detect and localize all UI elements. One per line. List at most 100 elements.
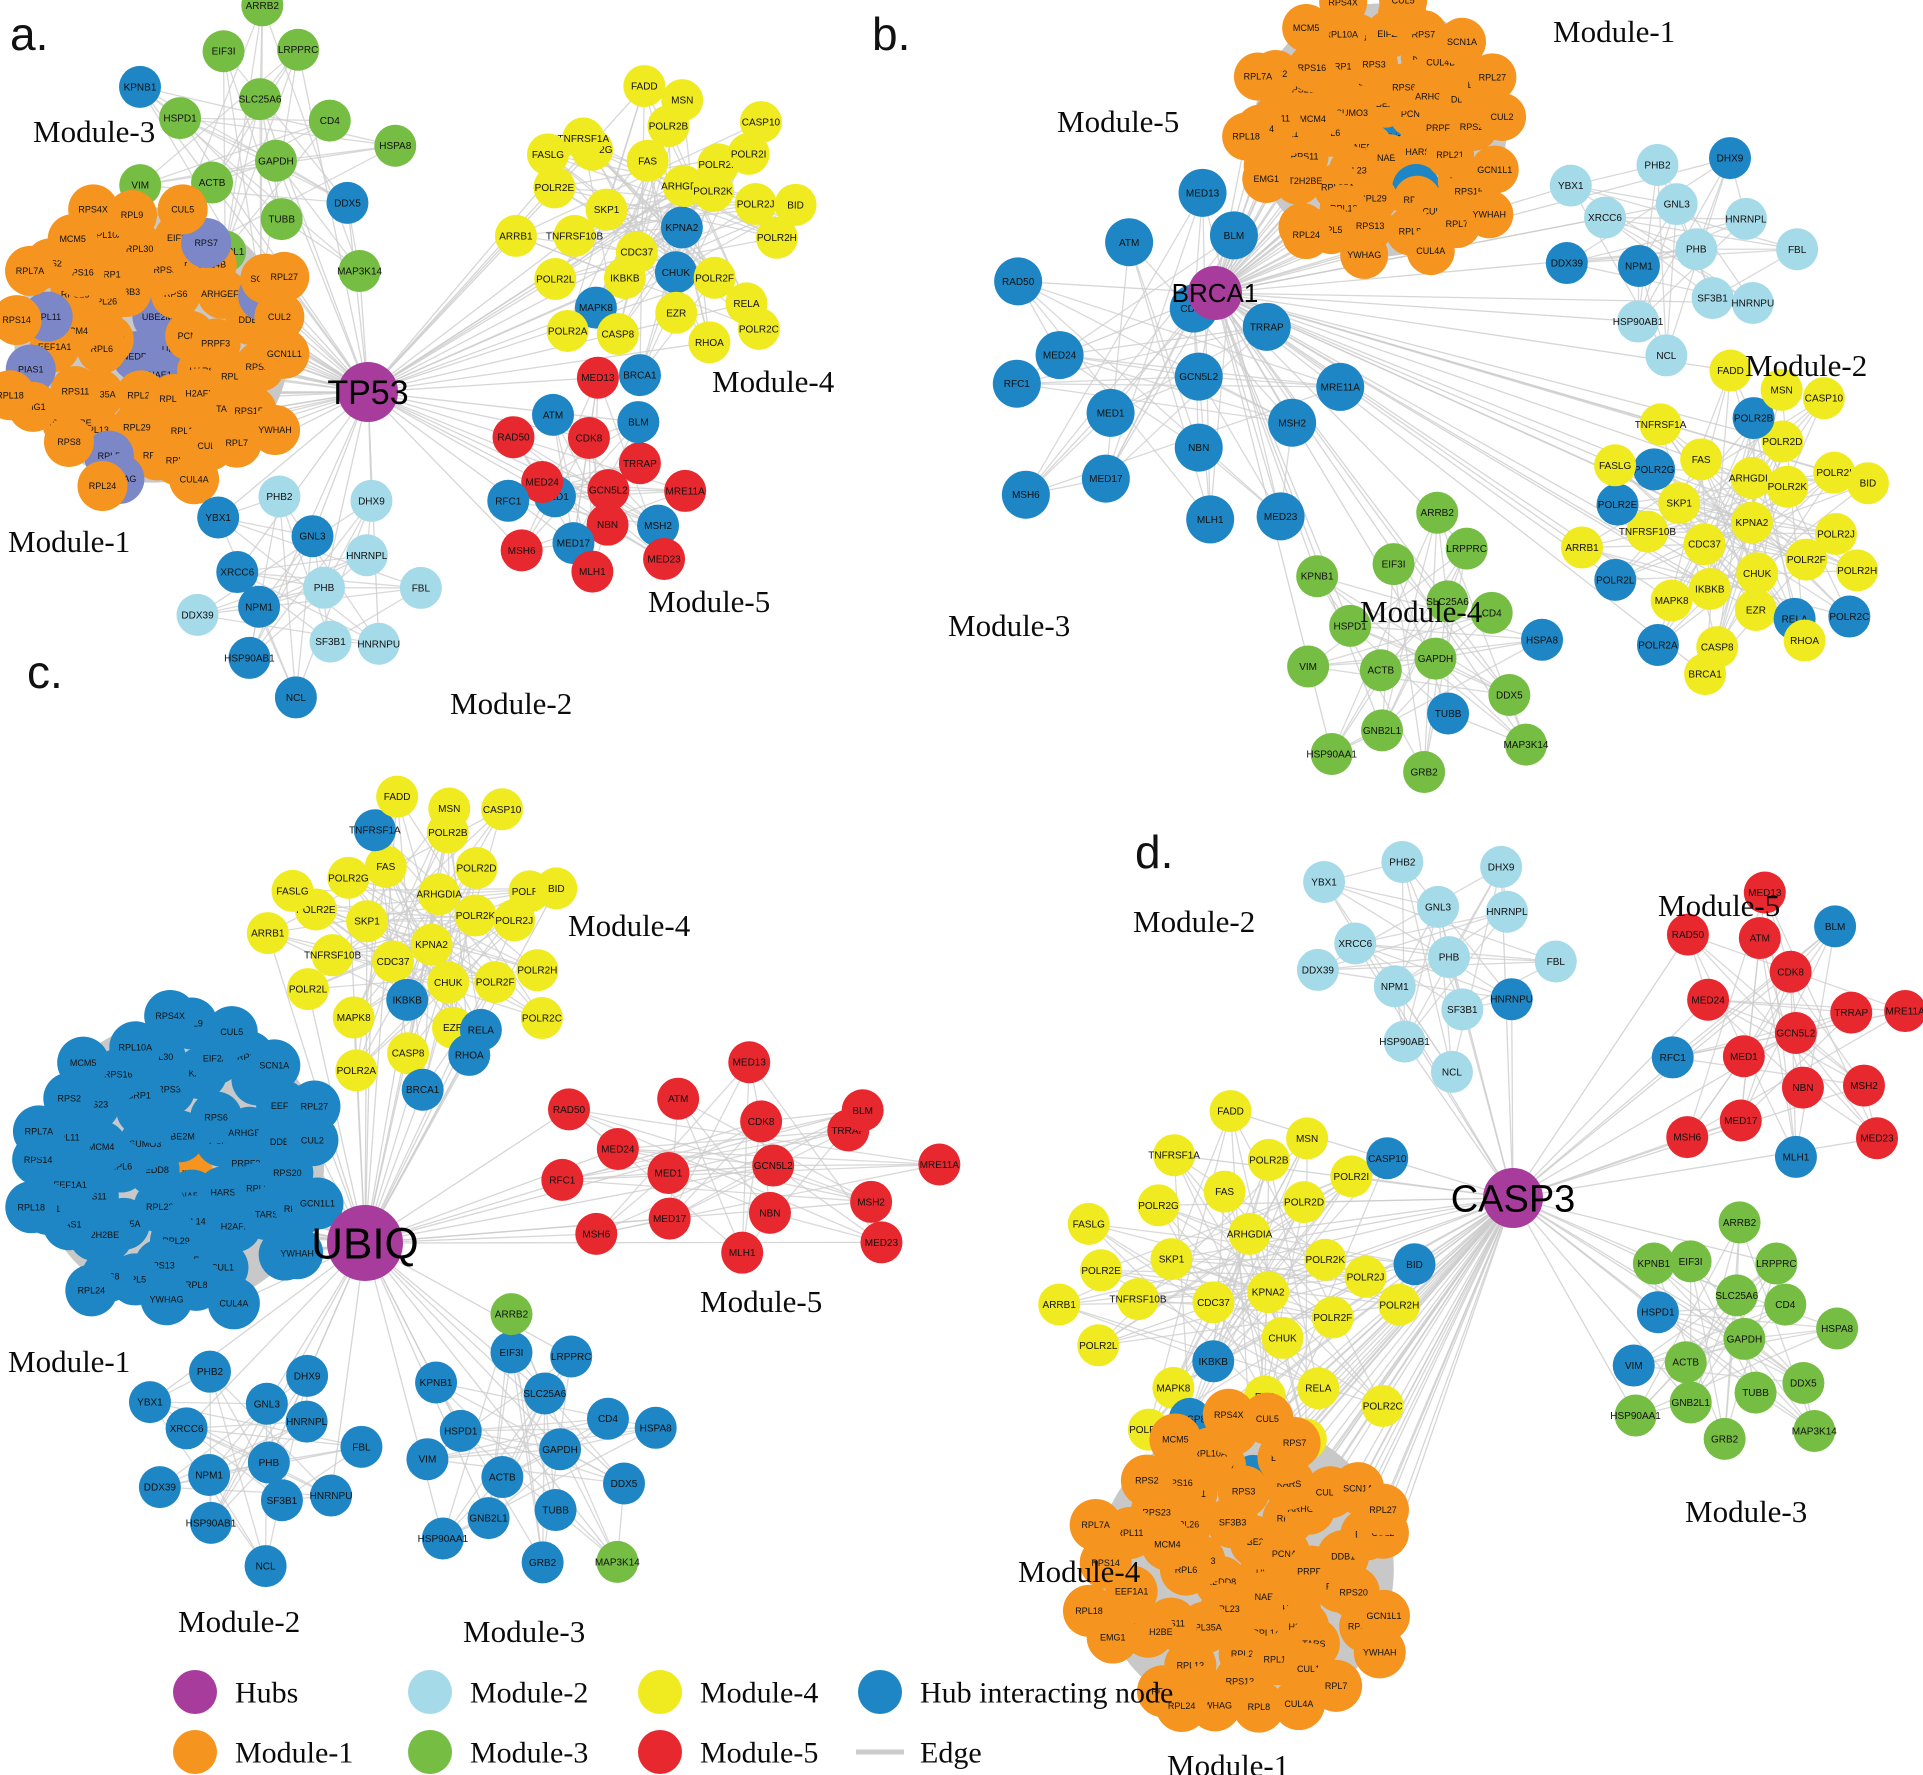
node-POLR2D[interactable]: POLR2D — [1283, 1181, 1326, 1224]
node-circle[interactable] — [586, 503, 629, 546]
node-DDX39[interactable]: DDX39 — [1545, 242, 1588, 285]
node-circle[interactable] — [1297, 1367, 1340, 1410]
node-circle[interactable] — [492, 416, 535, 459]
node-circle[interactable] — [427, 961, 470, 1004]
node-circle[interactable] — [1504, 723, 1547, 766]
node-circle[interactable] — [1781, 1066, 1824, 1109]
node-LRPPRC[interactable]: LRPPRC — [277, 28, 320, 71]
node-circle[interactable] — [364, 845, 407, 888]
node-circle[interactable] — [1521, 618, 1564, 661]
node-circle[interactable] — [520, 997, 563, 1040]
node-circle[interactable] — [260, 1479, 303, 1522]
node-MSH6[interactable]: MSH6 — [500, 529, 543, 572]
node-circle[interactable] — [303, 566, 346, 609]
node-NBN[interactable]: NBN — [1781, 1066, 1824, 1109]
node-RELA[interactable]: RELA — [1297, 1367, 1340, 1410]
node-DDX39[interactable]: DDX39 — [138, 1466, 181, 1509]
node-circle[interactable] — [1242, 154, 1291, 203]
node-CHUK[interactable]: CHUK — [427, 961, 470, 1004]
node-SKP1[interactable]: SKP1 — [1150, 1238, 1193, 1281]
node-circle[interactable] — [755, 216, 798, 259]
node-circle[interactable] — [1149, 1413, 1202, 1466]
node-circle[interactable] — [169, 454, 220, 505]
node-circle[interactable] — [1303, 861, 1346, 904]
node-circle[interactable] — [197, 496, 240, 539]
node-circle[interactable] — [1155, 1680, 1208, 1733]
node-circle[interactable] — [144, 989, 197, 1042]
node-circle[interactable] — [176, 593, 219, 636]
node-circle[interactable] — [1069, 1498, 1122, 1551]
node-CDC37[interactable]: CDC37 — [372, 940, 415, 983]
node-circle[interactable] — [1828, 595, 1871, 638]
node-circle[interactable] — [1814, 513, 1857, 556]
node-circle[interactable] — [1715, 1274, 1758, 1317]
node-MED13[interactable]: MED13 — [1178, 168, 1227, 217]
node-FBL[interactable]: FBL — [1776, 228, 1819, 271]
node-circle[interactable] — [401, 1068, 444, 1111]
node-circle[interactable] — [376, 775, 419, 818]
node-MRE11A[interactable]: MRE11A — [1884, 990, 1923, 1033]
node-circle[interactable] — [467, 1497, 510, 1540]
node-XRCC6[interactable]: XRCC6 — [216, 551, 259, 594]
node-circle[interactable] — [188, 1350, 231, 1393]
node-circle[interactable] — [1470, 591, 1513, 634]
node-circle[interactable] — [1361, 709, 1404, 752]
node-circle[interactable] — [448, 1033, 491, 1076]
node-MED17[interactable]: MED17 — [1081, 454, 1130, 503]
node-circle[interactable] — [353, 809, 396, 852]
node-RPL27[interactable]: RPL27 — [1356, 1483, 1409, 1536]
node-circle[interactable] — [406, 1438, 449, 1481]
node-MSH2[interactable]: MSH2 — [1842, 1064, 1885, 1107]
node-circle[interactable] — [1636, 624, 1679, 667]
node-PHB[interactable]: PHB — [247, 1441, 290, 1484]
node-MAPK8[interactable]: MAPK8 — [1650, 579, 1693, 622]
node-DHX9[interactable]: DHX9 — [286, 1354, 329, 1397]
node-EZR[interactable]: EZR — [1734, 588, 1777, 631]
node-circle[interactable] — [159, 97, 202, 140]
node-FAS[interactable]: FAS — [1680, 438, 1723, 481]
node-circle[interactable] — [1067, 1202, 1110, 1245]
node-POLR2D[interactable]: POLR2D — [455, 847, 498, 890]
node-circle[interactable] — [737, 307, 780, 350]
node-LRPPRC[interactable]: LRPPRC — [1445, 527, 1488, 570]
node-MED24[interactable]: MED24 — [596, 1127, 639, 1170]
node-circle[interactable] — [748, 1191, 791, 1234]
node-SKP1[interactable]: SKP1 — [345, 900, 388, 943]
node-circle[interactable] — [1730, 456, 1773, 499]
node-RFC1[interactable]: RFC1 — [992, 359, 1041, 408]
node-GCN5L2[interactable]: GCN5L2 — [1774, 1011, 1817, 1054]
node-circle[interactable] — [5, 245, 56, 296]
node-circle[interactable] — [1734, 588, 1777, 631]
hub-UBIQ[interactable]: UBIQ — [311, 1205, 419, 1281]
node-circle[interactable] — [1414, 637, 1457, 680]
node-POLR2K[interactable]: POLR2K — [1304, 1238, 1347, 1281]
node-VIM[interactable]: VIM — [1612, 1344, 1655, 1387]
node-CUL4A[interactable]: CUL4A — [207, 1277, 260, 1330]
node-POLR2G[interactable]: POLR2G — [1633, 448, 1676, 491]
node-circle[interactable] — [244, 1545, 287, 1588]
node-circle[interactable] — [1703, 1417, 1746, 1460]
node-circle[interactable] — [1658, 482, 1701, 525]
hub-circle[interactable] — [327, 1205, 403, 1281]
node-FADD[interactable]: FADD — [1209, 1090, 1252, 1133]
node-circle[interactable] — [1691, 277, 1734, 320]
node-HSPA8[interactable]: HSPA8 — [634, 1406, 677, 1449]
node-circle[interactable] — [1232, 1680, 1285, 1733]
node-circle[interactable] — [585, 188, 628, 231]
node-GCN1L1[interactable]: GCN1L1 — [259, 328, 310, 379]
node-circle[interactable] — [245, 1382, 288, 1425]
node-CHUK[interactable]: CHUK — [1736, 552, 1779, 595]
node-HNRNPU[interactable]: HNRNPU — [1731, 281, 1774, 324]
node-DHX9[interactable]: DHX9 — [1480, 845, 1523, 888]
node-RPL24[interactable]: RPL24 — [65, 1264, 118, 1317]
node-circle[interactable] — [189, 1501, 232, 1544]
node-CUL5[interactable]: CUL5 — [157, 184, 208, 235]
node-MSN[interactable]: MSN — [428, 787, 471, 830]
node-circle[interactable] — [439, 1409, 482, 1452]
node-circle[interactable] — [241, 0, 284, 27]
node-circle[interactable] — [637, 504, 680, 547]
node-circle[interactable] — [734, 183, 777, 226]
node-circle[interactable] — [1383, 1020, 1426, 1063]
node-circle[interactable] — [596, 312, 639, 355]
node-GCN5L2[interactable]: GCN5L2 — [752, 1144, 795, 1187]
